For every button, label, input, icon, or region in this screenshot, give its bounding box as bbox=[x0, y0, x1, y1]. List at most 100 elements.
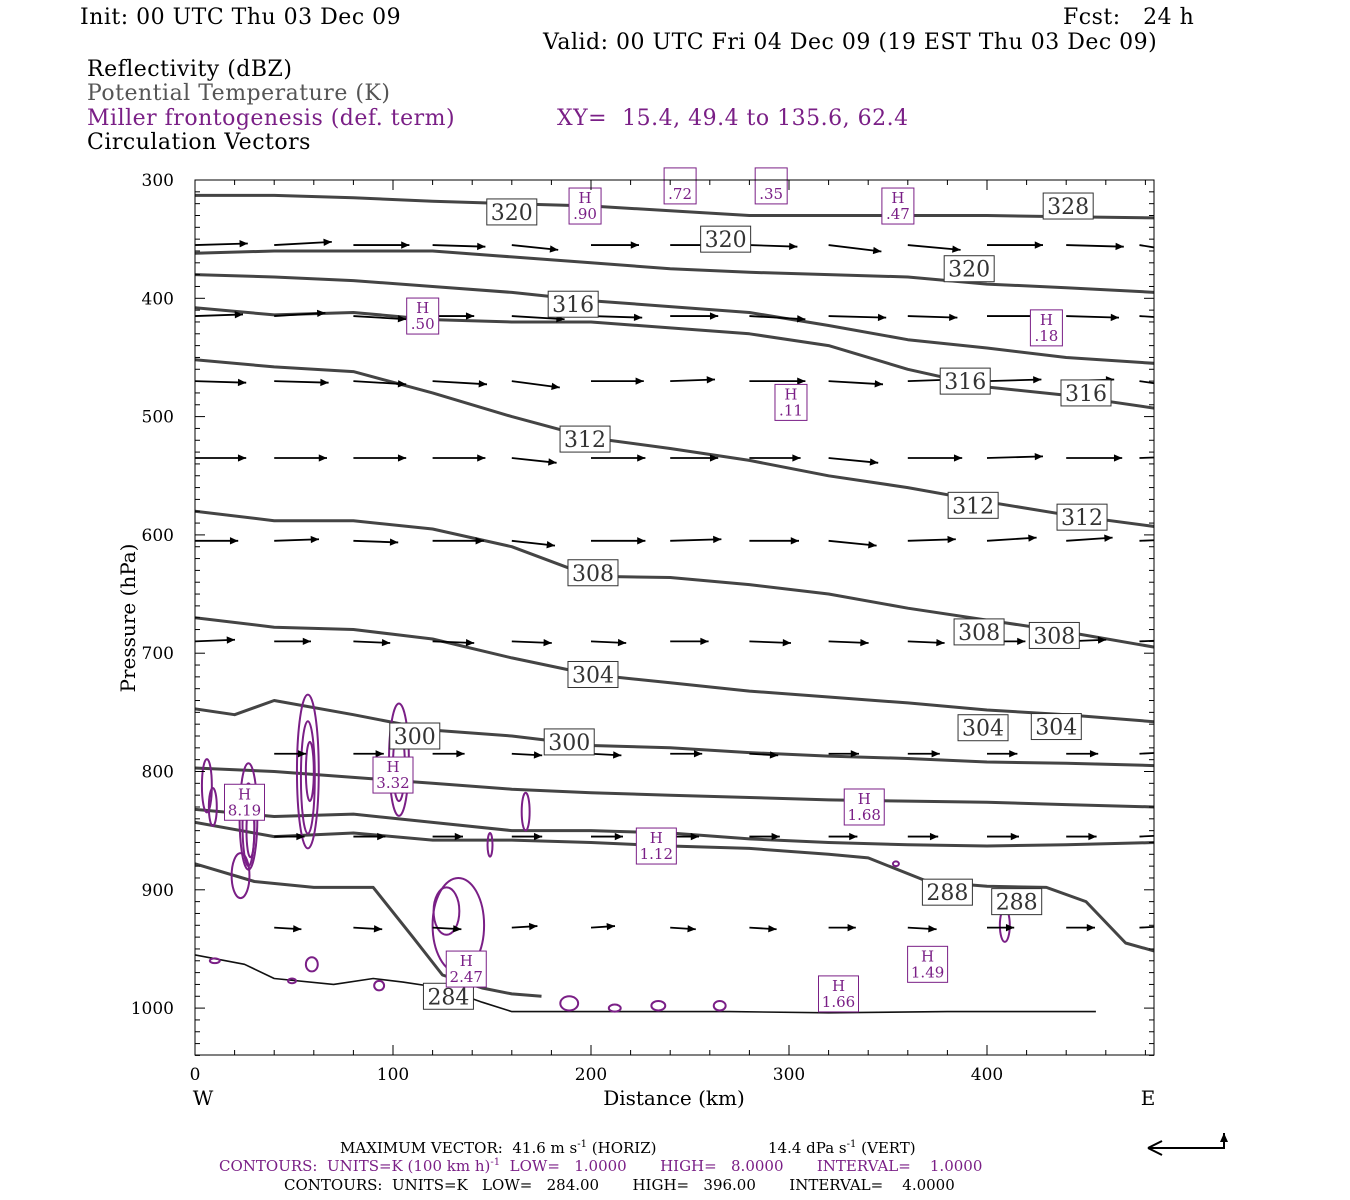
theta-label: 312 bbox=[559, 425, 611, 453]
theta-label: 320 bbox=[700, 225, 752, 253]
fronto-maximum: H1.12 bbox=[635, 827, 677, 865]
fronto-max-label: H bbox=[460, 952, 473, 970]
circulation-vector bbox=[1066, 454, 1123, 462]
fronto-maximum: H1.68 bbox=[843, 788, 885, 826]
fronto-max-value: 8.19 bbox=[228, 801, 261, 819]
valid-time: Valid: 00 UTC Fri 04 Dec 09 (19 EST Thu … bbox=[543, 30, 1158, 55]
fronto-max-value: .90 bbox=[573, 205, 597, 223]
circulation-vector bbox=[987, 923, 1015, 932]
circulation-vector bbox=[591, 454, 646, 462]
circulation-vector bbox=[1139, 380, 1154, 385]
x-tick-label: 300 bbox=[773, 1065, 805, 1085]
fronto-contour bbox=[200, 758, 213, 814]
circulation-vector bbox=[432, 242, 486, 251]
fronto-maximum: H.18 bbox=[1029, 309, 1063, 347]
circulation-vector bbox=[591, 241, 639, 249]
theta-label-text: 304 bbox=[1035, 716, 1077, 741]
circulation-vector bbox=[749, 638, 792, 647]
fronto-contour bbox=[712, 1000, 727, 1012]
theta-label: 300 bbox=[543, 728, 595, 756]
circulation-vector bbox=[828, 638, 869, 647]
theta-contour-line bbox=[195, 306, 1154, 410]
circulation-vector bbox=[1139, 639, 1154, 643]
circulation-vector bbox=[353, 315, 407, 323]
fronto-contour bbox=[295, 693, 320, 850]
circulation-vector bbox=[1066, 923, 1095, 932]
circulation-vector bbox=[274, 832, 305, 841]
fronto-max-label: H bbox=[238, 785, 251, 803]
field-vectors: Circulation Vectors bbox=[87, 130, 311, 155]
y-tick-label: 600 bbox=[142, 526, 174, 546]
circulation-vector bbox=[986, 534, 1037, 542]
theta-contour-info: CONTOURS: UNITS=K LOW= 284.00 HIGH= 396.… bbox=[284, 1176, 955, 1194]
circulation-vector bbox=[670, 637, 709, 646]
circulation-vector bbox=[1066, 313, 1120, 322]
theta-contour-line bbox=[195, 862, 542, 998]
theta-contour-line bbox=[195, 358, 1154, 528]
circulation-vector bbox=[670, 312, 719, 320]
circulation-vector bbox=[591, 832, 623, 841]
circulation-vector bbox=[749, 832, 780, 841]
fronto-maximum: .72 bbox=[663, 167, 697, 205]
fronto-maximum: H1.49 bbox=[907, 945, 949, 983]
fronto-max-value: .47 bbox=[886, 205, 910, 223]
circulation-vector bbox=[432, 454, 486, 462]
circulation-vector bbox=[432, 537, 484, 545]
theta-contour-line bbox=[195, 954, 1096, 1014]
circulation-vector bbox=[511, 380, 560, 391]
theta-label-text: 308 bbox=[572, 562, 614, 587]
circulation-vector bbox=[353, 380, 407, 388]
circulation-vector bbox=[590, 922, 616, 931]
circulation-vector bbox=[590, 313, 643, 322]
fronto-max-value: 2.47 bbox=[450, 968, 483, 986]
circulation-vector bbox=[670, 376, 716, 384]
fronto-max-label: H bbox=[579, 189, 592, 207]
circulation-vector bbox=[749, 454, 801, 462]
circulation-vector bbox=[907, 535, 956, 544]
theta-label-text: 316 bbox=[944, 370, 986, 395]
circulation-vector bbox=[987, 832, 1019, 841]
max-vector-vert-tail: (VERT) bbox=[861, 1139, 916, 1157]
fronto-contour bbox=[432, 886, 461, 936]
forecast-hour: Fcst: 24 h bbox=[1063, 5, 1195, 30]
circulation-vector bbox=[986, 452, 1044, 461]
circulation-vector bbox=[828, 539, 877, 549]
y-axis-label: Pressure (hPa) bbox=[116, 544, 140, 693]
circulation-vector bbox=[828, 923, 856, 932]
circulation-vector bbox=[828, 244, 882, 255]
fronto-max-value: .72 bbox=[668, 185, 692, 203]
circulation-vector bbox=[195, 636, 236, 644]
fronto-maximum: H8.19 bbox=[224, 783, 265, 821]
fronto-max-label: H bbox=[921, 947, 934, 965]
theta-label: 328 bbox=[1042, 192, 1094, 220]
circulation-vector bbox=[274, 238, 332, 246]
fronto-contour bbox=[207, 787, 218, 827]
theta-label-text: 308 bbox=[1033, 624, 1075, 649]
theta-label: 304 bbox=[957, 714, 1009, 742]
fronto-max-value: 1.66 bbox=[822, 993, 855, 1011]
theta-label-text: 304 bbox=[572, 663, 614, 688]
circulation-vector bbox=[432, 750, 465, 758]
contour-labels: 320 320 320 328 316 316 316 312 312 312 308 308 308 3… bbox=[224, 167, 1112, 1013]
fronto-contour-info: CONTOURS: UNITS=K (100 km h)-1 LOW= 1.00… bbox=[219, 1157, 982, 1175]
theta-label: 300 bbox=[389, 722, 441, 750]
circulation-vector bbox=[274, 378, 329, 387]
theta-label-text: 320 bbox=[948, 258, 990, 283]
circulation-vector bbox=[353, 750, 384, 758]
theta-label-text: 288 bbox=[996, 891, 1038, 916]
circulation-vector bbox=[511, 832, 543, 841]
circulation-vector bbox=[353, 638, 391, 647]
fronto-maximum: H3.32 bbox=[372, 756, 414, 794]
max-vector-vert-sup: -1 bbox=[846, 1139, 857, 1150]
y-tick-label: 1000 bbox=[131, 999, 174, 1019]
theta-contour-line bbox=[195, 509, 1154, 649]
circulation-vector bbox=[749, 751, 779, 759]
circulation-vector bbox=[195, 378, 247, 387]
theta-label-text: 328 bbox=[1047, 195, 1089, 220]
theta-label-text: 316 bbox=[552, 293, 594, 318]
fronto-maximum: H.47 bbox=[881, 187, 915, 225]
field-reflectivity: Reflectivity (dBZ) bbox=[87, 57, 293, 82]
theta-label: 308 bbox=[567, 559, 619, 587]
circulation-vector bbox=[1139, 315, 1154, 318]
circulation-vector bbox=[432, 312, 475, 320]
